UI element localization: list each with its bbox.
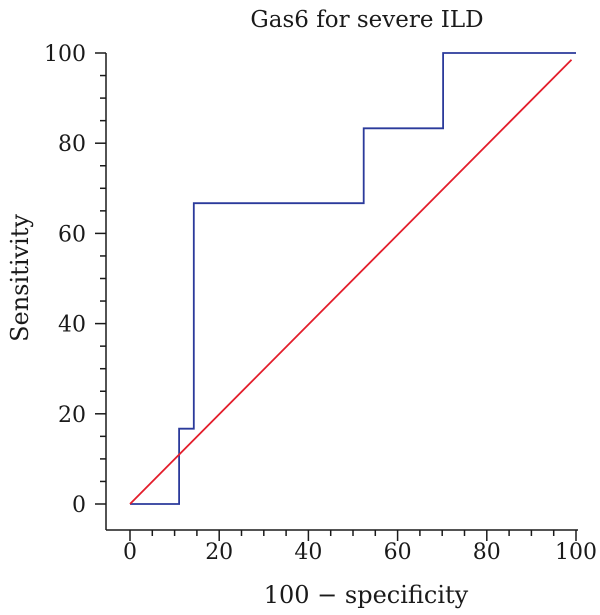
y-tick-label: 20 [58, 403, 86, 428]
axes [105, 53, 578, 531]
y-tick-label: 100 [44, 42, 86, 67]
roc-curve-line [130, 52, 576, 505]
x-tick-label: 0 [123, 540, 137, 565]
x-tick-label: 20 [205, 540, 233, 565]
x-tick-label: 100 [555, 540, 597, 565]
x-tick-label: 60 [384, 540, 412, 565]
x-tick-label: 40 [294, 540, 322, 565]
chart-title: Gas6 for severe ILD [250, 7, 483, 33]
x-tick-label: 80 [473, 540, 501, 565]
series-group [129, 52, 576, 505]
x-axis-title: 100 − specificity [264, 581, 469, 609]
y-tick-label: 80 [58, 132, 86, 157]
y-axis-ticks: 0 20 40 60 80 100 [44, 42, 106, 518]
reference-diagonal-line [129, 59, 573, 505]
y-tick-label: 40 [58, 313, 86, 338]
y-tick-label: 60 [58, 222, 86, 247]
y-axis-title: Sensitivity [6, 214, 34, 342]
y-tick-label: 0 [72, 493, 86, 518]
x-axis-ticks: 0 20 40 60 80 100 [123, 530, 597, 565]
